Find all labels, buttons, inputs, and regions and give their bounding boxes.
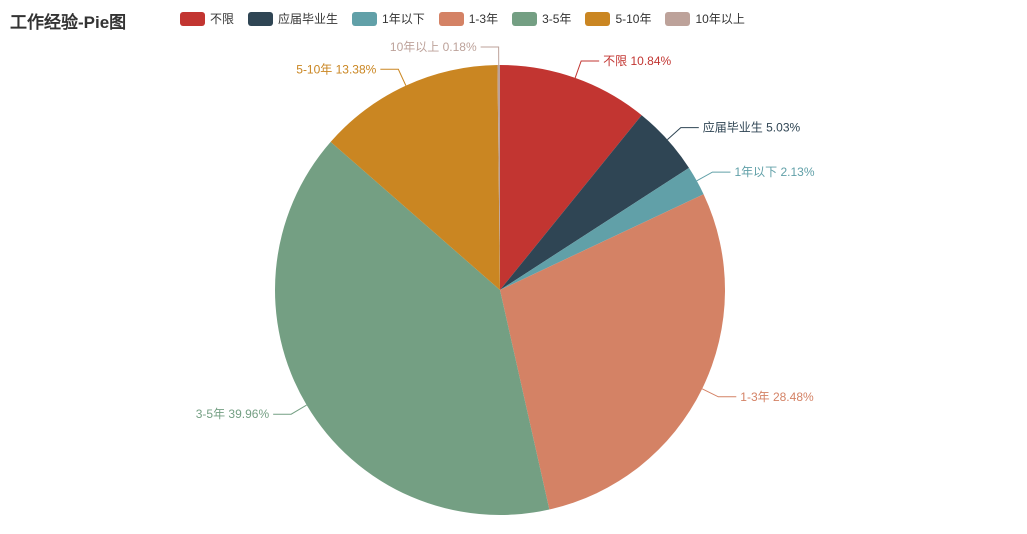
leader-line bbox=[702, 389, 736, 397]
leader-line bbox=[273, 405, 306, 414]
slice-label: 应届毕业生 5.03% bbox=[703, 120, 801, 135]
slice-label: 5-10年 13.38% bbox=[296, 62, 376, 76]
chart-container: 工作经验-Pie图 不限应届毕业生1年以下1-3年3-5年5-10年10年以上 … bbox=[0, 0, 1027, 534]
slice-label: 不限 10.84% bbox=[603, 54, 671, 68]
leader-line bbox=[481, 47, 499, 65]
slice-label: 3-5年 39.96% bbox=[196, 407, 270, 421]
pie-chart: 不限 10.84% 应届毕业生 5.03% 1年以下 2.13% 1-3年 28.48… bbox=[0, 0, 1027, 534]
slice-label: 1年以下 2.13% bbox=[734, 165, 814, 179]
slice-label: 10年以上 0.18% bbox=[390, 40, 477, 54]
leader-line bbox=[667, 128, 698, 140]
leader-line bbox=[575, 61, 599, 78]
leader-line bbox=[697, 172, 731, 181]
slice-label: 1-3年 28.48% bbox=[740, 390, 814, 404]
leader-line bbox=[380, 69, 406, 85]
